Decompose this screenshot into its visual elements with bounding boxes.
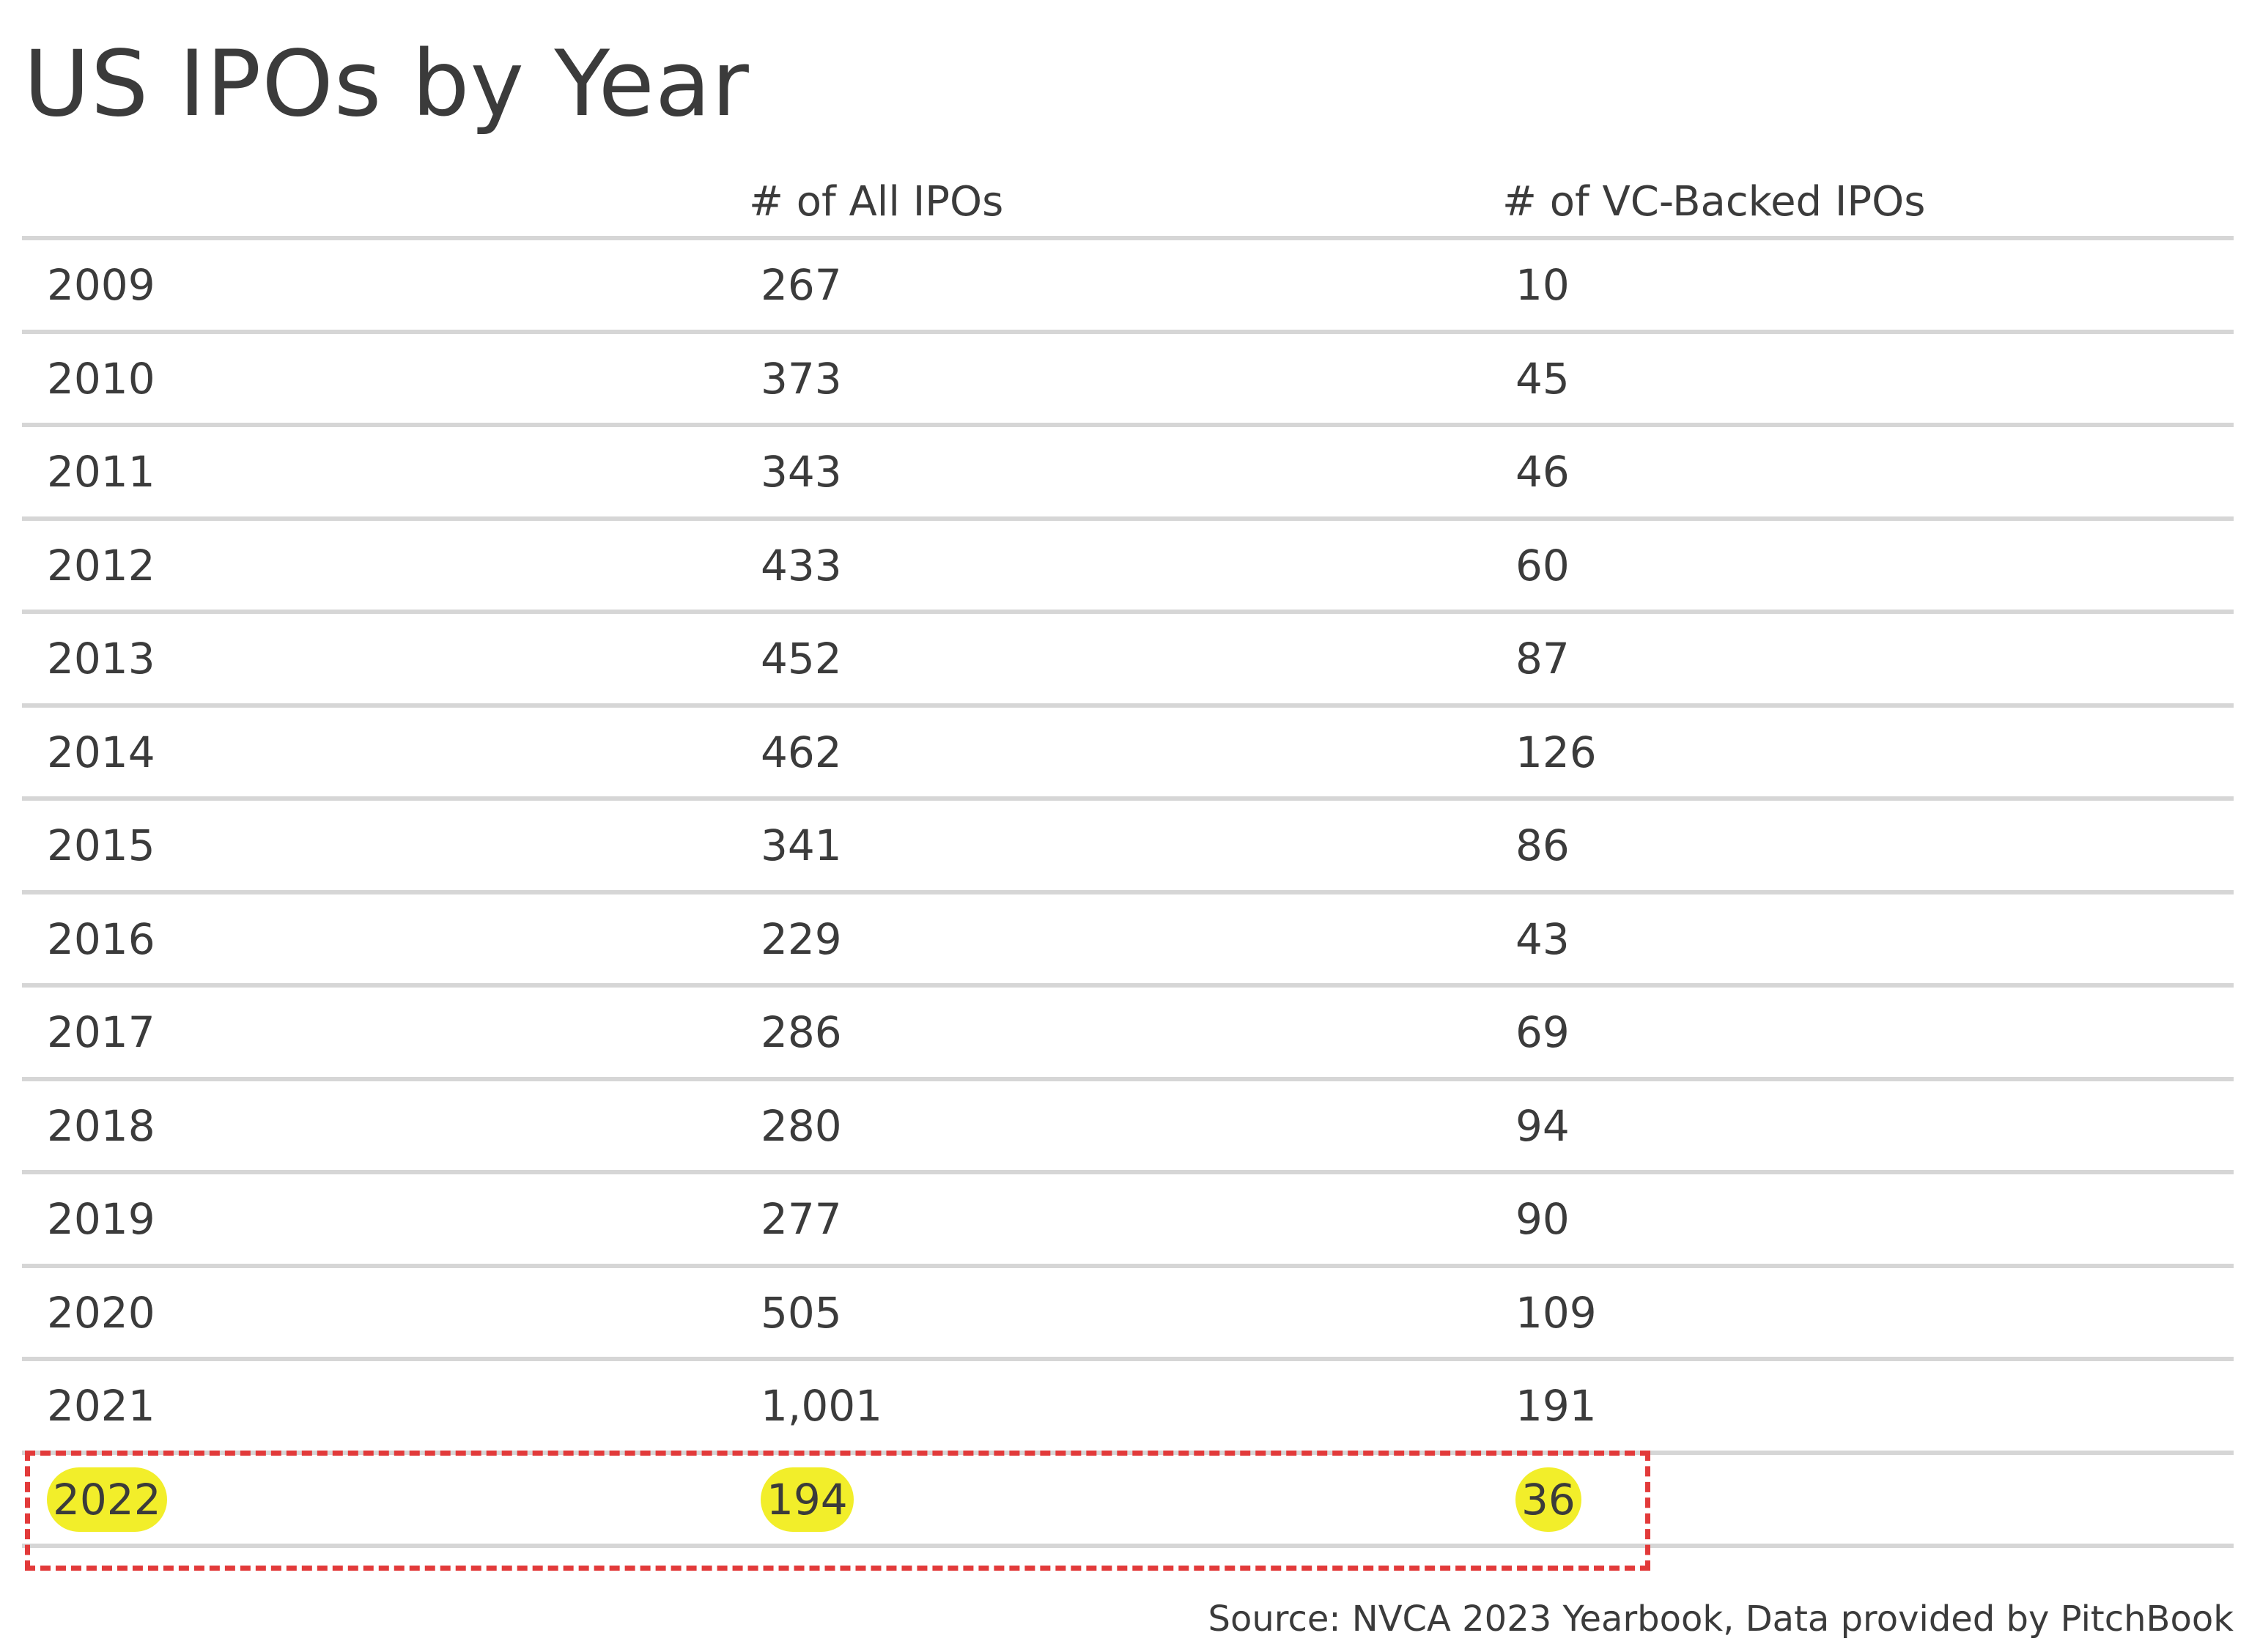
table-row-2022: 2022 194 36 (22, 1455, 2234, 1544)
vc-backed-ipos-cell: 87 (1515, 634, 1570, 684)
row-divider (22, 1357, 2234, 1361)
row-divider (22, 1170, 2234, 1174)
vc-backed-ipos-cell: 10 (1515, 260, 1570, 310)
row-divider (22, 703, 2234, 708)
row-divider (22, 983, 2234, 988)
all-ipos-cell: 229 (761, 914, 842, 964)
row-divider (22, 1264, 2234, 1268)
all-ipos-cell: 433 (761, 541, 842, 590)
column-header-all-ipos: # of All IPOs (749, 178, 1004, 226)
all-ipos-cell: 286 (761, 1007, 842, 1057)
vc-backed-ipos-cell: 45 (1515, 354, 1570, 404)
vc-backed-ipos-cell: 94 (1515, 1101, 1570, 1151)
year-cell: 2022 (47, 1455, 167, 1544)
all-ipos-cell: 373 (761, 354, 842, 404)
vc-backed-ipos-cell: 191 (1515, 1381, 1597, 1431)
page-title: US IPOs by Year (23, 32, 750, 137)
vc-backed-ipos-cell: 109 (1515, 1288, 1597, 1338)
year-cell: 2020 (47, 1288, 155, 1338)
vc-backed-ipos-cell: 126 (1515, 727, 1597, 777)
table-row-2015: 2015 341 86 (22, 801, 2234, 890)
row-divider (22, 1077, 2234, 1081)
table-row-2016: 2016 229 43 (22, 894, 2234, 984)
table-row-2011: 2011 343 46 (22, 427, 2234, 516)
year-cell: 2010 (47, 354, 155, 404)
all-ipos-cell: 194 (761, 1455, 854, 1544)
row-divider (22, 796, 2234, 801)
all-ipos-cell: 280 (761, 1101, 842, 1151)
vc-backed-ipos-cell: 36 (1515, 1455, 1581, 1544)
table-row-2020: 2020 505 109 (22, 1268, 2234, 1357)
all-ipos-cell: 267 (761, 260, 842, 310)
column-header-vc-backed-ipos: # of VC-Backed IPOs (1502, 178, 1926, 226)
year-cell: 2014 (47, 727, 155, 777)
vc-backed-ipos-cell: 43 (1515, 914, 1570, 964)
year-cell: 2012 (47, 541, 155, 590)
header-rule (22, 236, 2234, 240)
table-row-2009: 2009 267 10 (22, 240, 2234, 330)
row-divider (22, 330, 2234, 334)
all-ipos-cell: 277 (761, 1194, 842, 1244)
row-divider (22, 423, 2234, 427)
table-row-2021: 2021 1,001 191 (22, 1361, 2234, 1451)
table-row-2014: 2014 462 126 (22, 708, 2234, 797)
table-row-2018: 2018 280 94 (22, 1081, 2234, 1171)
table-row-2017: 2017 286 69 (22, 988, 2234, 1077)
vc-backed-ipos-cell: 69 (1515, 1007, 1570, 1057)
table-row-2013: 2013 452 87 (22, 614, 2234, 703)
year-cell: 2019 (47, 1194, 155, 1244)
table-row-2010: 2010 373 45 (22, 334, 2234, 423)
year-cell: 2017 (47, 1007, 155, 1057)
vc-backed-ipos-cell: 46 (1515, 447, 1570, 497)
row-divider (22, 1544, 2234, 1548)
row-divider (22, 890, 2234, 894)
year-cell: 2015 (47, 821, 155, 870)
table-row-2019: 2019 277 90 (22, 1174, 2234, 1264)
year-cell: 2013 (47, 634, 155, 684)
all-ipos-cell: 462 (761, 727, 842, 777)
year-cell: 2016 (47, 914, 155, 964)
year-cell: 2011 (47, 447, 155, 497)
row-divider (22, 516, 2234, 521)
year-cell: 2009 (47, 260, 155, 310)
source-note: Source: NVCA 2023 Yearbook, Data provide… (1208, 1599, 2234, 1640)
year-cell: 2021 (47, 1381, 155, 1431)
vc-backed-ipos-cell: 60 (1515, 541, 1570, 590)
year-cell: 2018 (47, 1101, 155, 1151)
all-ipos-cell: 1,001 (761, 1381, 883, 1431)
vc-backed-ipos-cell: 90 (1515, 1194, 1570, 1244)
row-divider (22, 610, 2234, 614)
all-ipos-cell: 341 (761, 821, 842, 870)
all-ipos-cell: 505 (761, 1288, 842, 1338)
table-row-2012: 2012 433 60 (22, 521, 2234, 610)
vc-backed-ipos-cell: 86 (1515, 821, 1570, 870)
all-ipos-cell: 452 (761, 634, 842, 684)
all-ipos-cell: 343 (761, 447, 842, 497)
